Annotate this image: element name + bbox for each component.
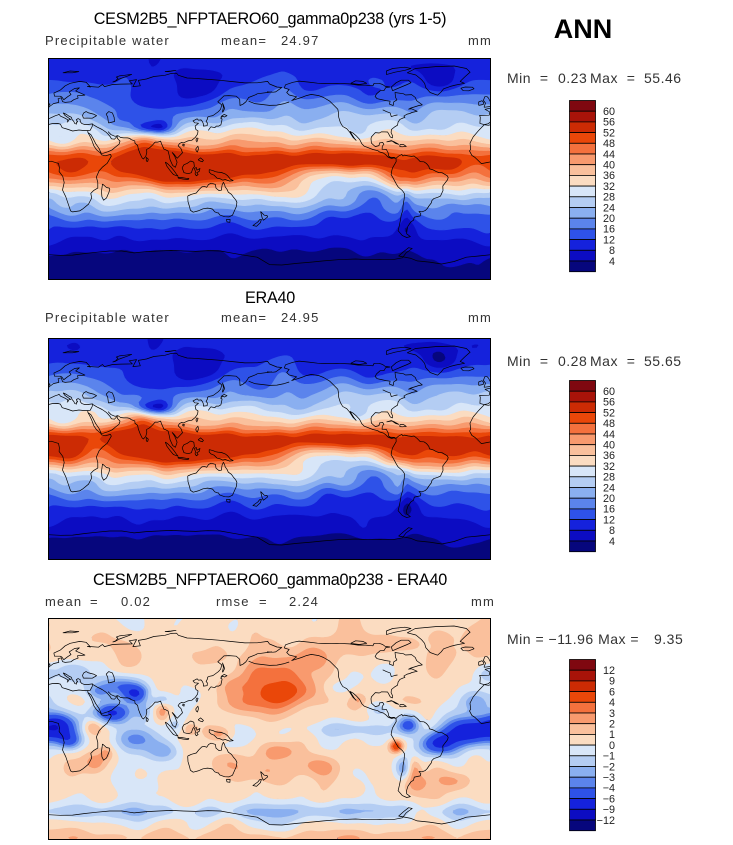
svg-text:40: 40 xyxy=(603,440,615,452)
svg-text:3: 3 xyxy=(609,708,615,720)
svg-text:52: 52 xyxy=(603,407,615,419)
svg-text:12: 12 xyxy=(603,234,615,246)
svg-text:20: 20 xyxy=(603,493,615,505)
svg-text:−1: −1 xyxy=(603,751,615,763)
svg-text:52: 52 xyxy=(603,127,615,139)
svg-text:60: 60 xyxy=(603,106,615,118)
svg-text:−4: −4 xyxy=(603,783,615,795)
svg-text:48: 48 xyxy=(603,418,615,430)
svg-text:16: 16 xyxy=(603,504,615,516)
svg-text:6: 6 xyxy=(609,686,615,698)
svg-text:−6: −6 xyxy=(603,793,615,805)
svg-text:−2: −2 xyxy=(603,761,615,773)
svg-text:48: 48 xyxy=(603,138,615,150)
svg-text:1: 1 xyxy=(609,729,615,741)
svg-text:16: 16 xyxy=(603,224,615,236)
svg-text:36: 36 xyxy=(603,450,615,462)
svg-text:12: 12 xyxy=(603,665,615,677)
svg-text:4: 4 xyxy=(609,697,615,709)
svg-text:44: 44 xyxy=(603,149,615,161)
svg-text:0: 0 xyxy=(609,740,615,752)
svg-text:56: 56 xyxy=(603,117,615,129)
svg-text:12: 12 xyxy=(603,514,615,526)
svg-text:24: 24 xyxy=(603,482,615,494)
svg-text:8: 8 xyxy=(609,525,615,537)
svg-text:28: 28 xyxy=(603,192,615,204)
svg-text:20: 20 xyxy=(603,213,615,225)
svg-text:60: 60 xyxy=(603,386,615,398)
svg-text:56: 56 xyxy=(603,397,615,409)
svg-text:−12: −12 xyxy=(597,815,615,827)
svg-text:8: 8 xyxy=(609,245,615,257)
svg-text:−3: −3 xyxy=(603,772,615,784)
svg-text:4: 4 xyxy=(609,536,615,548)
svg-text:36: 36 xyxy=(603,170,615,182)
svg-text:44: 44 xyxy=(603,429,615,441)
svg-text:2: 2 xyxy=(609,719,615,731)
svg-text:28: 28 xyxy=(603,472,615,484)
svg-text:32: 32 xyxy=(603,181,615,193)
svg-text:−9: −9 xyxy=(603,804,615,816)
svg-text:9: 9 xyxy=(609,676,615,688)
svg-text:24: 24 xyxy=(603,202,615,214)
svg-text:32: 32 xyxy=(603,461,615,473)
svg-text:4: 4 xyxy=(609,256,615,268)
svg-text:40: 40 xyxy=(603,160,615,172)
